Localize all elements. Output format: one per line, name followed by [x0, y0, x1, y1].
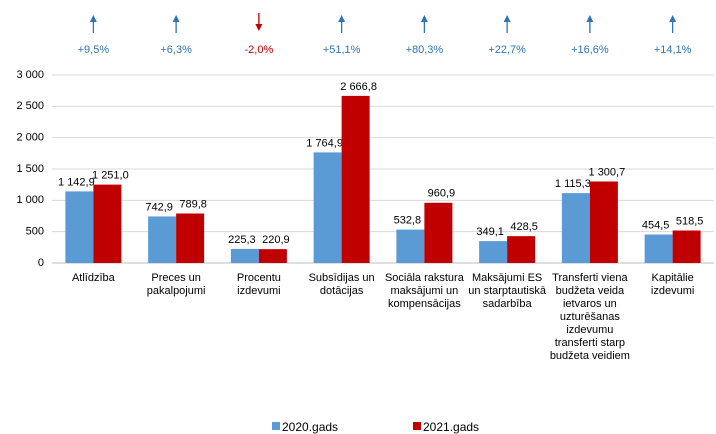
value-label: 454,5 — [642, 219, 670, 231]
y-tick-label: 1 000 — [16, 194, 44, 206]
bar — [148, 216, 177, 263]
x-tick-label: Sociāla rakstura maksājumi un kompensāci… — [384, 272, 464, 310]
value-label: 1 300,7 — [589, 166, 626, 178]
change-label: +80,3% — [406, 44, 444, 56]
value-label: 789,8 — [179, 198, 207, 210]
y-tick-label: 0 — [38, 257, 44, 269]
value-label: 1 764,9 — [306, 137, 343, 149]
value-label: 2 666,8 — [340, 81, 377, 93]
bar — [479, 241, 508, 263]
y-tick-label: 1 500 — [16, 163, 44, 175]
bar — [424, 202, 453, 263]
change-arrow-head — [669, 15, 677, 22]
legend-swatch — [272, 422, 280, 430]
change-label: +22,7% — [488, 44, 526, 56]
bar — [589, 181, 618, 263]
change-label: +14,1% — [654, 44, 692, 56]
y-tick-label: 2 500 — [16, 100, 44, 112]
value-label: 220,9 — [262, 234, 290, 246]
change-arrow-head — [89, 15, 97, 22]
value-label: 960,9 — [428, 188, 456, 200]
x-tick-label: Kapitālie izdevumi — [650, 272, 695, 297]
y-tick-label: 3 000 — [16, 69, 44, 81]
value-label: 518,5 — [676, 215, 704, 227]
value-label: 349,1 — [476, 226, 504, 238]
change-arrow-head — [172, 15, 180, 22]
bar — [93, 184, 122, 263]
change-label: +6,3% — [160, 44, 192, 56]
value-label: 1 142,9 — [58, 176, 95, 188]
bar — [258, 249, 287, 263]
value-label: 225,3 — [228, 234, 256, 246]
bar — [313, 152, 342, 263]
x-tick-label: Maksājumi ES un starptautiskā sadarbība — [468, 272, 546, 310]
bar — [672, 230, 701, 263]
change-label: +16,6% — [571, 44, 609, 56]
x-tick-label: Preces un pakalpojumi — [146, 272, 206, 297]
value-label: 1 251,0 — [92, 170, 129, 182]
legend-swatch — [413, 422, 421, 430]
value-label: 532,8 — [394, 215, 422, 227]
change-label: +9,5% — [78, 44, 110, 56]
change-arrow-head — [420, 15, 428, 22]
bar — [561, 193, 590, 263]
bar — [341, 95, 370, 264]
bar — [507, 236, 536, 263]
x-tick-label: Atlīdzība — [71, 272, 115, 284]
change-label: +51,1% — [323, 44, 361, 56]
value-label: 1 115,3 — [555, 178, 591, 190]
bar — [176, 213, 205, 263]
value-label: 742,9 — [145, 201, 173, 213]
change-arrow-head — [586, 15, 594, 22]
bar — [65, 191, 94, 263]
change-arrow-head — [338, 15, 346, 22]
bar — [644, 234, 673, 263]
change-arrow-head — [503, 15, 511, 22]
y-tick-label: 500 — [26, 226, 44, 238]
x-tick-label: Subsīdijas un dotācijas — [308, 272, 375, 297]
value-label: 428,5 — [510, 221, 538, 233]
bar — [230, 248, 259, 263]
legend-label: 2021.gads — [423, 420, 479, 434]
bar — [396, 229, 425, 263]
x-tick-label: Transferti viena budžeta veida ietvaros … — [549, 272, 630, 362]
y-tick-label: 2 000 — [16, 132, 44, 144]
x-tick-label: Procentu izdevumi — [236, 272, 281, 297]
change-arrow-head — [255, 24, 263, 31]
change-label: -2,0% — [245, 44, 274, 56]
legend-label: 2020.gads — [282, 420, 338, 434]
